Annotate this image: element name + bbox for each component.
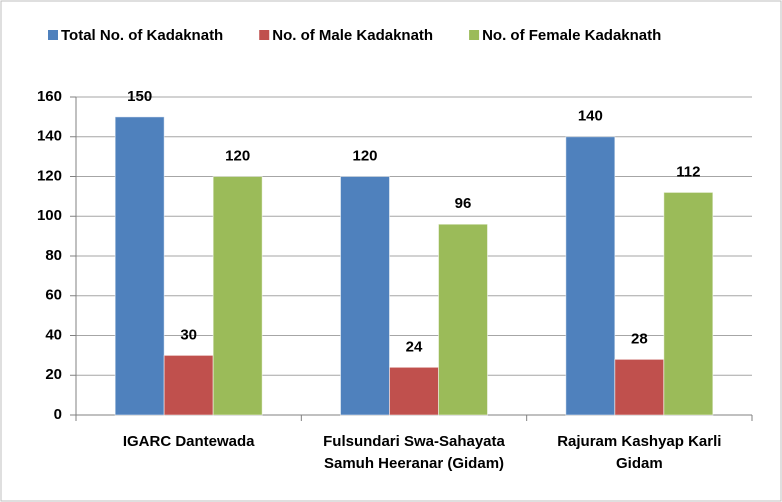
x-tick-label: Rajuram Kashyap Karli Gidam	[557, 433, 721, 472]
y-tick-label: 0	[54, 406, 62, 423]
bar	[114, 116, 165, 416]
bar	[212, 176, 263, 416]
legend-swatch	[469, 30, 480, 40]
data-label: 120	[225, 147, 250, 164]
data-label: 112	[676, 163, 700, 180]
bar	[663, 191, 714, 416]
y-tick-label: 40	[45, 326, 62, 343]
data-label: 28	[631, 330, 648, 347]
legend-swatch	[48, 30, 58, 40]
data-label: 150	[127, 88, 152, 105]
data-label: 120	[352, 147, 377, 164]
bar	[565, 136, 616, 416]
x-tick-label: IGARC Dantewada	[123, 433, 255, 450]
bar	[340, 176, 390, 416]
y-tick-label: 120	[37, 167, 62, 184]
legend-label: No. of Female Kadaknath	[482, 27, 661, 44]
x-tick-label: Fulsundari Swa-Sahayata Samuh Heeranar (G…	[323, 433, 505, 472]
y-tick-label: 80	[45, 247, 62, 264]
y-tick-label: 160	[37, 88, 62, 105]
bar	[389, 366, 439, 416]
data-label: 24	[406, 338, 423, 355]
data-label: 30	[180, 326, 197, 343]
legend-label: Total No. of Kadaknath	[61, 27, 223, 44]
legend-swatch	[259, 30, 270, 40]
bar	[438, 223, 488, 416]
data-label: 96	[455, 195, 472, 212]
y-tick-label: 140	[37, 128, 62, 145]
bar	[614, 358, 665, 416]
bar	[163, 354, 214, 416]
y-tick-label: 100	[37, 207, 62, 224]
y-tick-label: 60	[45, 287, 62, 304]
data-label: 140	[578, 108, 603, 125]
y-tick-label: 20	[45, 366, 62, 383]
legend-label: No. of Male Kadaknath	[272, 27, 433, 44]
